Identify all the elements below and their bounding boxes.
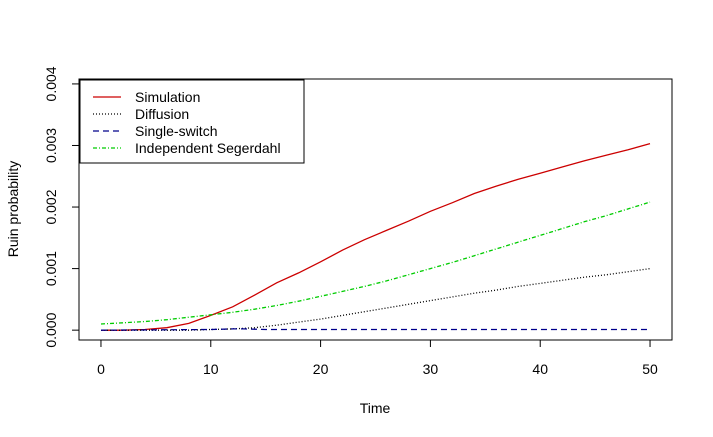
legend: SimulationDiffusionSingle-switchIndepend… bbox=[79, 79, 305, 164]
x-tick-label: 40 bbox=[532, 361, 548, 377]
y-tick-label: 0.003 bbox=[43, 128, 59, 163]
series-layer bbox=[100, 142, 651, 331]
y-tick-label: 0.001 bbox=[43, 251, 59, 286]
series-line-independent-segerdahl bbox=[100, 201, 651, 325]
legend-box bbox=[79, 79, 305, 164]
series-line-simulation bbox=[101, 142, 651, 331]
legend-label: Simulation bbox=[135, 89, 200, 105]
x-tick-label: 10 bbox=[203, 361, 219, 377]
x-tick-label: 20 bbox=[313, 361, 329, 377]
x-tick-label: 30 bbox=[423, 361, 439, 377]
legend-label: Diffusion bbox=[135, 106, 189, 122]
legend-label: Independent Segerdahl bbox=[135, 140, 281, 156]
x-tick-label: 0 bbox=[97, 361, 105, 377]
x-tick-label: 50 bbox=[642, 361, 658, 377]
x-axis-label: Time bbox=[360, 400, 391, 416]
series-line-single-switch bbox=[100, 328, 650, 331]
y-tick-label: 0.004 bbox=[43, 66, 59, 101]
y-axis-label: Ruin probability bbox=[5, 161, 21, 258]
legend-label: Single-switch bbox=[135, 123, 217, 139]
y-tick-label: 0.000 bbox=[43, 312, 59, 347]
series-line-diffusion bbox=[101, 267, 651, 331]
y-tick-label: 0.002 bbox=[43, 189, 59, 224]
axis-layer: 0 10 20 30 40 50 0.000 0.001 0.002 0.003 0.004 bbox=[43, 66, 658, 377]
legend-items: SimulationDiffusionSingle-switchIndepend… bbox=[93, 89, 281, 156]
